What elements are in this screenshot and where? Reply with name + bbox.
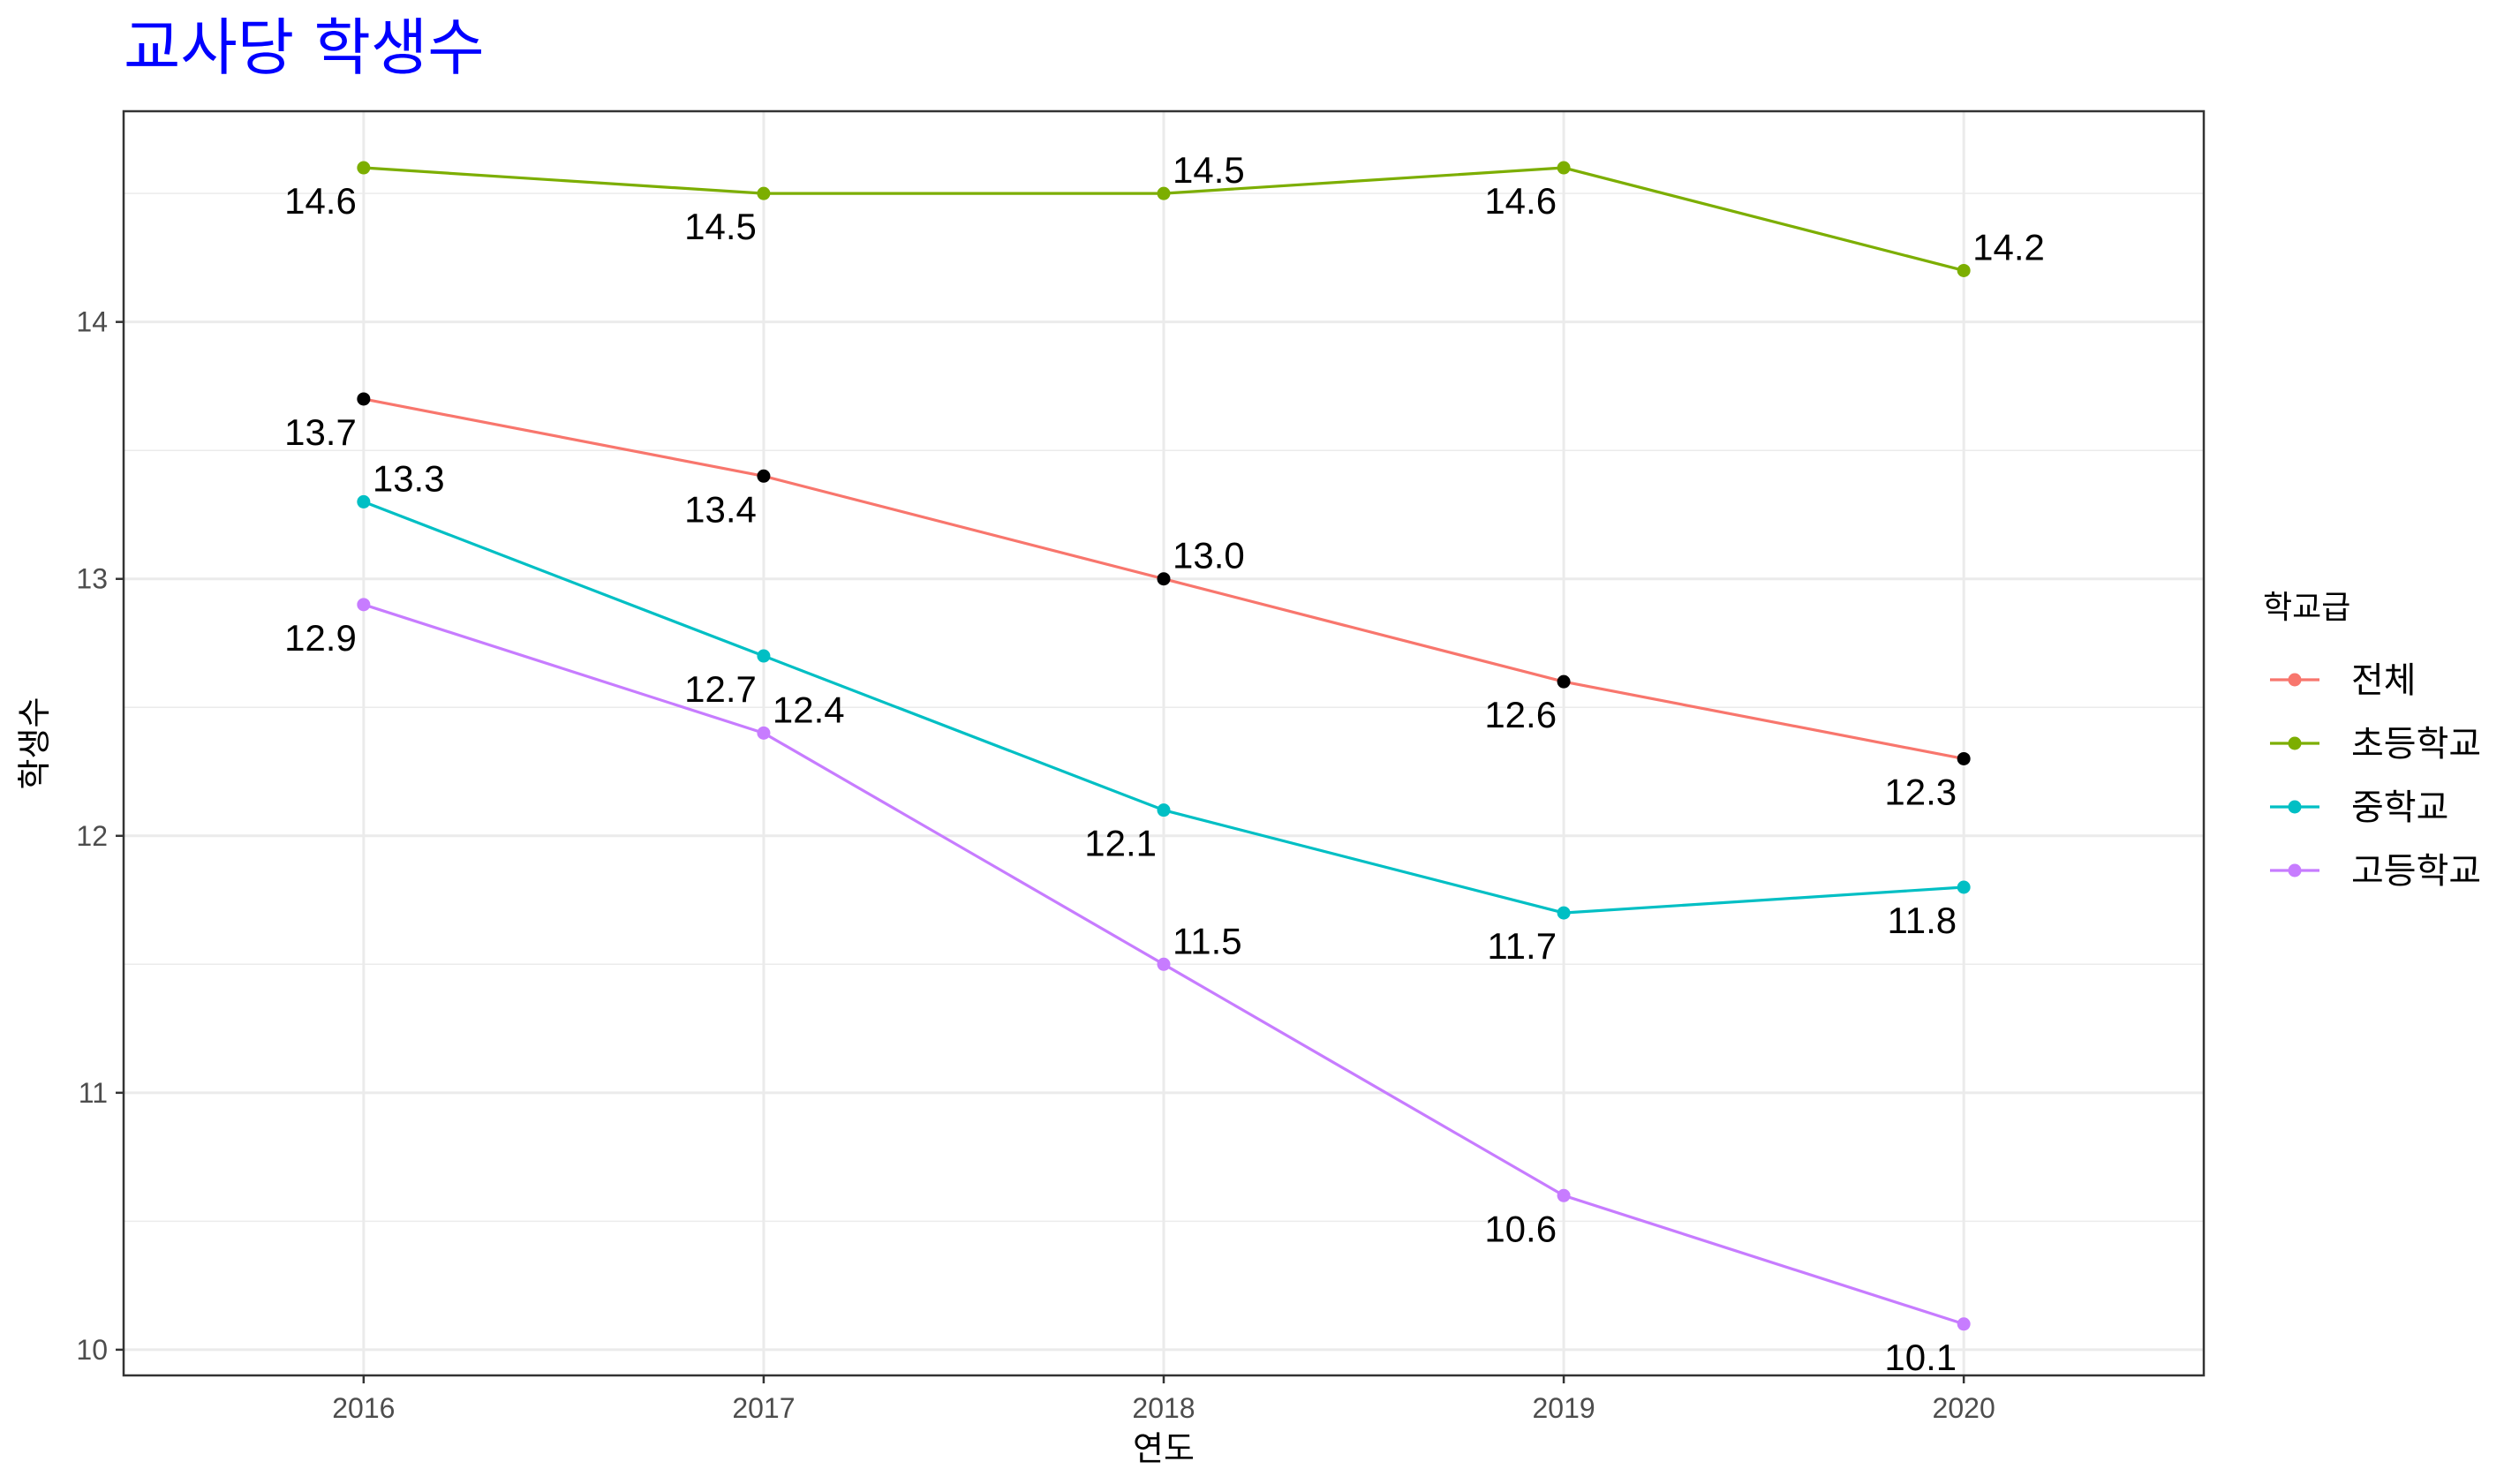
data-point [757, 649, 771, 663]
data-label: 12.3 [1884, 771, 1957, 812]
x-tick-label: 2018 [1132, 1392, 1195, 1424]
data-label: 13.0 [1173, 535, 1245, 576]
data-label: 11.7 [1487, 925, 1557, 967]
legend-label: 초등학교 [2351, 724, 2481, 765]
legend-key-point [2288, 736, 2302, 750]
data-point [1157, 803, 1171, 817]
data-point [1157, 572, 1171, 586]
data-point [357, 161, 371, 175]
data-point [357, 392, 371, 406]
chart-title: 교사당 학생수 [124, 11, 485, 84]
data-point [357, 598, 371, 612]
data-label: 14.5 [1173, 149, 1245, 191]
data-label: 12.9 [284, 617, 357, 659]
x-axis-title: 연도 [1133, 1429, 1195, 1468]
y-tick-label: 11 [79, 1077, 108, 1109]
data-point [1557, 161, 1571, 175]
data-point [1557, 1188, 1571, 1202]
grid [124, 111, 2204, 1375]
y-axis-title: 학생수 [15, 697, 54, 790]
x-tick-label: 2019 [1532, 1392, 1595, 1424]
data-label: 14.5 [684, 206, 757, 247]
data-point [1957, 263, 1971, 277]
data-point [1157, 957, 1171, 971]
series-points [357, 161, 1971, 1331]
legend-label: 전체 [2351, 660, 2417, 701]
data-label: 11.5 [1173, 920, 1242, 961]
data-point [757, 469, 771, 483]
y-tick-label: 13 [76, 563, 108, 595]
data-label: 12.1 [1084, 823, 1157, 864]
data-label: 12.6 [1484, 694, 1557, 735]
data-point [1957, 880, 1971, 894]
data-label: 14.6 [1484, 180, 1557, 222]
legend-key-point [2288, 863, 2302, 878]
y-tick-label: 14 [76, 306, 108, 338]
x-tick-label: 2020 [1933, 1392, 1995, 1424]
data-point [1557, 906, 1571, 920]
data-point [357, 494, 371, 508]
data-point [757, 186, 771, 200]
data-label: 12.7 [684, 668, 757, 710]
data-label: 10.1 [1884, 1337, 1957, 1378]
data-point [1957, 1317, 1971, 1331]
legend-key-point [2288, 800, 2302, 814]
y-tick-label: 10 [76, 1334, 108, 1366]
data-label: 14.6 [284, 180, 357, 222]
data-point [1557, 674, 1571, 689]
data-label: 12.4 [773, 689, 845, 730]
y-tick-label: 12 [76, 820, 108, 852]
data-label: 11.8 [1888, 900, 1957, 941]
data-label: 10.6 [1484, 1208, 1557, 1249]
data-point [1157, 186, 1171, 200]
data-label: 13.4 [684, 488, 757, 530]
data-label: 13.7 [284, 411, 357, 453]
data-point [757, 726, 771, 740]
legend-label: 중학교 [2351, 787, 2448, 828]
data-labels: 13.7 13.4 13.0 12.6 12.3 14.6 14.5 14.5 14.6 14.2… [284, 149, 2045, 1378]
legend-key-point [2288, 673, 2302, 687]
data-point [1957, 751, 1971, 765]
x-tick-label: 2017 [732, 1392, 795, 1424]
legend-title: 학교급 [2263, 590, 2350, 626]
legend-label: 고등학교 [2351, 851, 2481, 892]
data-label: 14.2 [1972, 226, 2045, 267]
data-label: 13.3 [373, 457, 445, 499]
axes: 10 11 12 13 14 2016 2017 2018 2019 2020 [76, 306, 1995, 1424]
x-tick-label: 2016 [332, 1392, 395, 1424]
